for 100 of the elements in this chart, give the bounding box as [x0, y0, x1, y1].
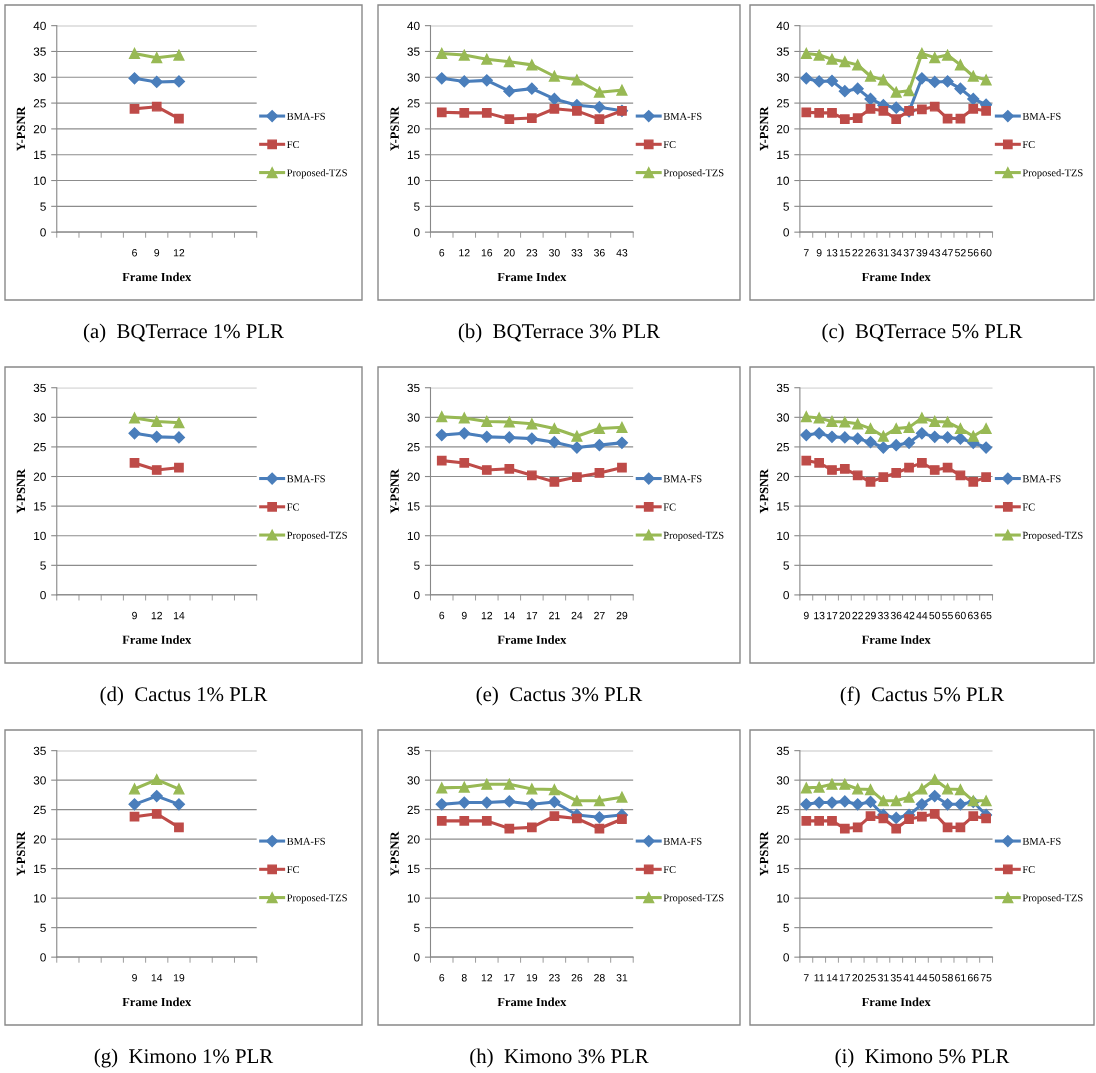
x-tick-label: 43: [929, 249, 941, 257]
y-tick-label: 25: [33, 442, 46, 452]
x-tick-label: 20: [852, 974, 864, 982]
x-axis-title: Frame Index: [122, 635, 192, 644]
x-tick-label: 36: [890, 611, 902, 620]
y-tick-label: 0: [413, 228, 420, 237]
text: (h) Kimono 3% PLR: [470, 1048, 649, 1068]
y-tick-label: 40: [33, 21, 46, 31]
text: (f) Cactus 5% PLR: [840, 686, 1005, 706]
x-tick-label: 58: [942, 974, 953, 982]
x-axis-title: Frame Index: [122, 997, 192, 1007]
x-tick-label: 41: [903, 974, 915, 982]
y-tick-label: 10: [407, 531, 420, 541]
y-tick-label: 0: [413, 590, 420, 600]
legend-label: FC: [287, 141, 299, 149]
x-tick-label: 22: [852, 249, 863, 257]
legend-label: BMA-FS: [663, 837, 702, 845]
y-tick-label: 30: [407, 413, 420, 422]
x-tick-label: 29: [865, 611, 876, 620]
y-tick-label: 15: [777, 864, 789, 874]
y-tick-label: 5: [40, 923, 46, 933]
y-axis-title: Y-PSNR: [390, 831, 399, 877]
x-tick-label: 52: [955, 249, 966, 257]
y-tick-label: 20: [33, 472, 46, 481]
y-tick-label: 25: [33, 805, 46, 815]
y-tick-label: 5: [783, 923, 789, 933]
y-tick-label: 15: [34, 150, 46, 160]
x-tick-label: 14: [151, 974, 163, 982]
y-tick-label: 5: [40, 202, 46, 211]
x-axis-title: Frame Index: [497, 997, 567, 1007]
y-tick-label: 15: [407, 864, 420, 874]
legend-label: FC: [1022, 141, 1035, 149]
x-tick-label: 9: [803, 611, 809, 620]
y-tick-label: 25: [407, 442, 420, 452]
x-tick-label: 24: [571, 611, 583, 620]
x-tick-label: 19: [526, 974, 538, 982]
legend-label: BMA-FS: [1022, 112, 1061, 120]
x-tick-label: 27: [594, 611, 605, 620]
x-tick-label: 31: [877, 974, 889, 982]
legend-label: BMA-FS: [663, 475, 702, 483]
legend-label: Proposed-TZS: [1022, 168, 1083, 179]
y-tick-label: 20: [33, 835, 46, 844]
x-axis-title: Frame Index: [861, 635, 931, 644]
x-axis-title: Frame Index: [861, 272, 931, 282]
x-tick-label: 9: [132, 611, 137, 620]
x-tick-label: 12: [459, 249, 470, 257]
x-axis-title: Frame Index: [497, 635, 567, 644]
x-tick-label: 12: [481, 974, 493, 982]
text: (g) Kimono 1% PLR: [94, 1048, 274, 1068]
x-tick-label: 34: [890, 249, 902, 257]
y-tick-label: 10: [407, 176, 420, 185]
y-tick-label: 5: [413, 923, 420, 933]
legend-label: FC: [1022, 866, 1035, 874]
x-tick-label: 17: [839, 974, 851, 982]
legend-label: FC: [663, 866, 676, 874]
y-tick-label: 0: [40, 228, 46, 237]
x-tick-label: 31: [877, 249, 889, 257]
y-axis-title: Y-PSNR: [759, 106, 769, 152]
x-tick-label: 66: [967, 974, 979, 982]
x-tick-label: 75: [980, 974, 992, 982]
legend-label: Proposed-TZS: [287, 168, 347, 179]
x-tick-label: 44: [916, 974, 928, 982]
x-tick-label: 31: [616, 974, 628, 982]
legend-label: Proposed-TZS: [663, 168, 724, 179]
x-tick-label: 25: [865, 974, 876, 982]
y-tick-label: 0: [413, 953, 420, 962]
y-tick-label: 5: [40, 561, 46, 570]
x-tick-label: 30: [548, 249, 560, 257]
x-tick-label: 35: [890, 974, 902, 982]
y-tick-label: 40: [776, 21, 789, 31]
x-tick-label: 23: [526, 249, 538, 257]
x-tick-label: 50: [929, 611, 941, 620]
y-tick-label: 25: [776, 442, 789, 452]
y-tick-label: 35: [407, 383, 420, 393]
y-tick-label: 30: [33, 73, 46, 82]
x-tick-label: 17: [826, 611, 838, 620]
x-tick-label: 21: [549, 611, 560, 620]
y-tick-label: 25: [776, 805, 789, 815]
y-tick-label: 30: [33, 413, 46, 422]
y-tick-label: 30: [776, 73, 789, 82]
y-tick-label: 25: [407, 805, 420, 815]
x-tick-label: 39: [916, 249, 928, 257]
x-axis-title: Frame Index: [861, 997, 931, 1007]
y-tick-label: 20: [776, 472, 789, 481]
y-tick-label: 30: [407, 776, 420, 785]
y-tick-label: 10: [777, 531, 789, 541]
text: (e) Cactus 3% PLR: [476, 686, 643, 706]
y-tick-label: 35: [776, 47, 789, 56]
x-tick-label: 65: [980, 611, 992, 620]
y-tick-label: 15: [34, 502, 46, 511]
x-tick-label: 63: [967, 611, 979, 620]
text: (i) Kimono 5% PLR: [835, 1048, 1010, 1068]
x-tick-label: 12: [481, 611, 493, 620]
y-tick-label: 5: [413, 561, 420, 570]
y-axis-title: Y-PSNR: [390, 468, 399, 514]
x-tick-label: 56: [967, 249, 979, 257]
x-tick-label: 7: [803, 974, 809, 982]
x-tick-label: 26: [865, 249, 876, 257]
x-tick-label: 14: [826, 974, 838, 982]
text: (d) Cactus 1% PLR: [100, 686, 268, 706]
